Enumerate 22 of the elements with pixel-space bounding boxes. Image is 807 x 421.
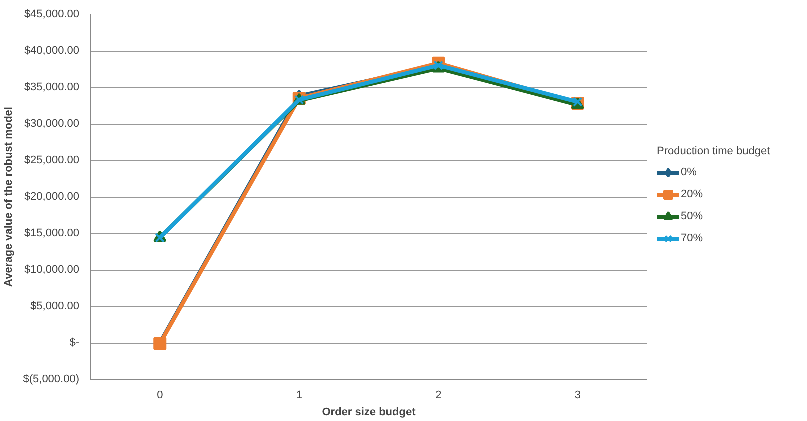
legend-title: Production time budget [657,145,770,157]
legend-label: 20% [681,188,704,200]
x-tick-label: 2 [436,390,442,402]
y-tick-label: $5,000.00 [30,300,80,312]
x-axis-title: Order size budget [322,406,416,418]
y-tick-label: $40,000.00 [24,45,80,57]
y-axis-title: Average value of the robust model [3,107,16,287]
y-tick-label: $20,000.00 [24,191,80,203]
x-tick-label: 3 [574,390,581,402]
y-tick-label: $15,000.00 [24,228,80,240]
y-tick-label: $45,000.00 [24,8,80,20]
legend-label: 0% [681,166,698,178]
x-tick-label: 0 [157,390,164,402]
y-tick-label: $30,000.00 [24,118,80,130]
legend-label: 70% [681,232,704,244]
y-tick-label: $25,000.00 [24,154,80,166]
y-tick-label: $35,000.00 [24,82,80,94]
y-tick-label: $(5,000.00) [23,374,80,386]
y-tick-label: $- [70,337,80,349]
y-tick-label: $10,000.00 [24,264,80,276]
x-tick-label: 1 [296,390,302,402]
legend-label: 50% [681,210,704,222]
